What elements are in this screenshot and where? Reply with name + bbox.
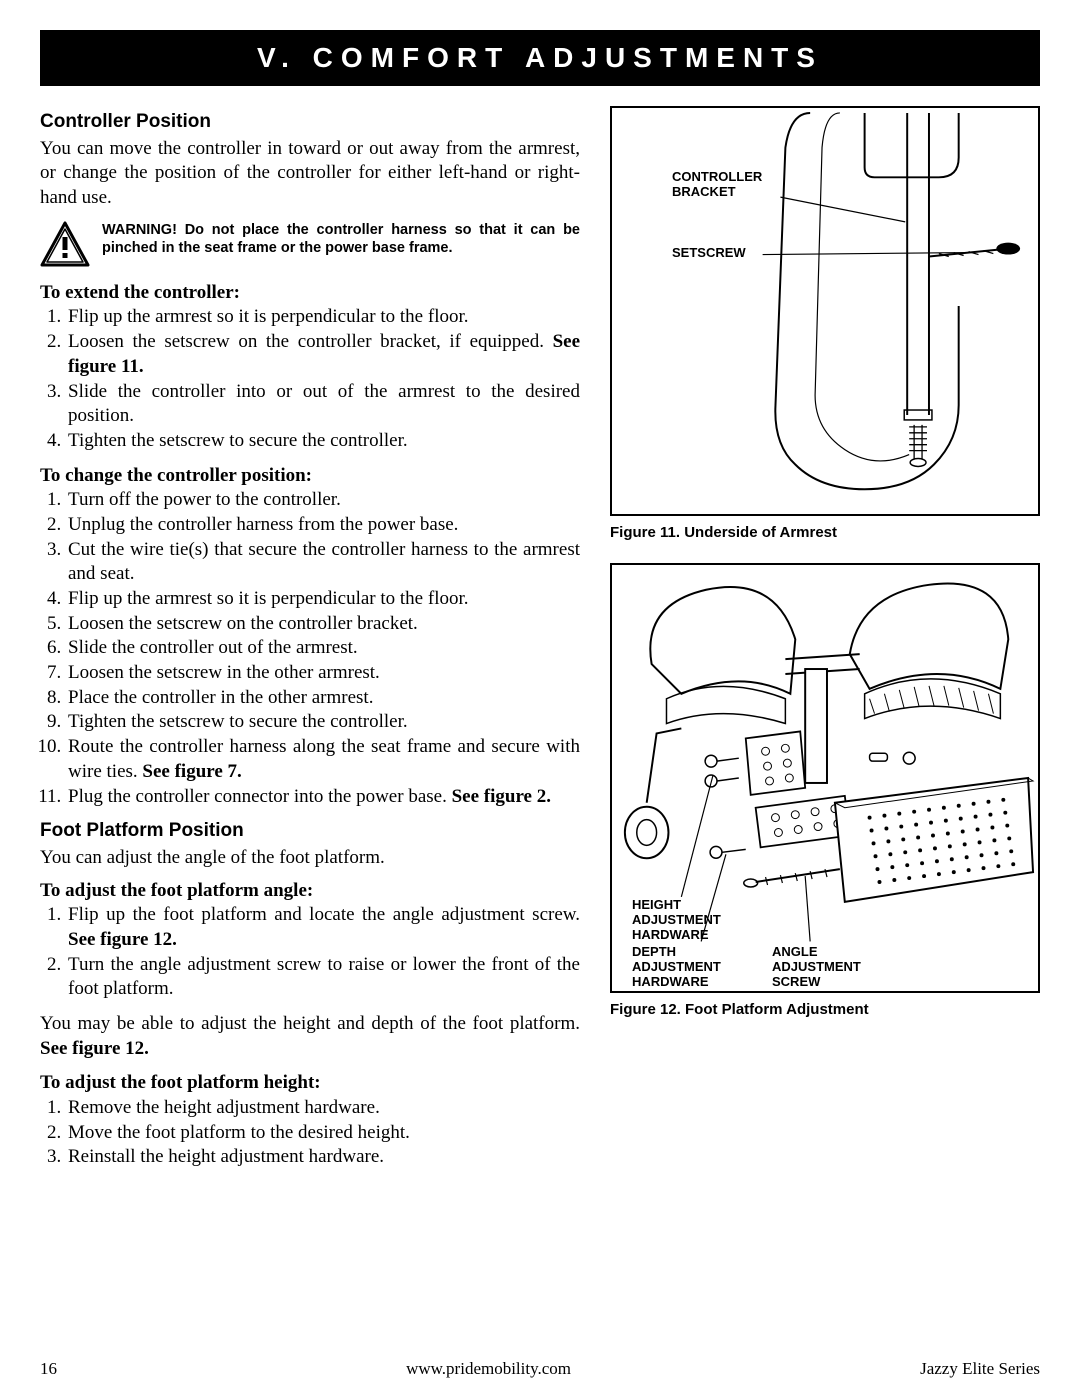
list-item: Flip up the foot platform and locate the… (66, 903, 580, 952)
list-item: Place the controller in the other armres… (66, 686, 580, 711)
warning-icon (40, 221, 90, 267)
list-item: Flip up the armrest so it is perpendicul… (66, 305, 580, 330)
list-item: Turn off the power to the controller. (66, 488, 580, 513)
page-footer: 16 www.pridemobility.com Jazzy Elite Ser… (40, 1359, 1040, 1379)
section-header: V. COMFORT ADJUSTMENTS (40, 30, 1040, 86)
label-depth-hardware: DEPTH ADJUSTMENT HARDWARE (632, 945, 721, 990)
list-item: Move the foot platform to the desired he… (66, 1121, 580, 1146)
footer-series: Jazzy Elite Series (920, 1359, 1040, 1379)
foot-height-intro: You may be able to adjust the height and… (40, 1012, 580, 1061)
foot-angle-steps: Flip up the foot platform and locate the… (40, 903, 580, 1002)
list-item: Plug the controller connector into the p… (66, 785, 580, 810)
right-column: CONTROLLER BRACKET SETSCREW Figure 11. U… (610, 106, 1040, 1180)
foot-platform-title: Foot Platform Position (40, 819, 580, 844)
list-item: Slide the controller into or out of the … (66, 380, 580, 429)
figure-12: HEIGHT ADJUSTMENT HARDWARE DEPTH ADJUSTM… (610, 563, 1040, 993)
list-item: Loosen the setscrew on the controller br… (66, 612, 580, 637)
content-area: Controller Position You can move the con… (40, 106, 1040, 1180)
footer-url: www.pridemobility.com (406, 1359, 571, 1379)
label-angle-screw: ANGLE ADJUSTMENT SCREW (772, 945, 861, 990)
list-item: Reinstall the height adjustment hardware… (66, 1145, 580, 1170)
extend-controller-title: To extend the controller: (40, 281, 580, 306)
left-column: Controller Position You can move the con… (40, 106, 580, 1180)
list-item: Route the controller harness along the s… (66, 735, 580, 784)
label-height-hardware: HEIGHT ADJUSTMENT HARDWARE (632, 898, 721, 943)
list-item: Loosen the setscrew on the controller br… (66, 330, 580, 379)
foot-intro: You can adjust the angle of the foot pla… (40, 846, 580, 871)
change-controller-steps: Turn off the power to the controller. Un… (40, 488, 580, 809)
controller-position-title: Controller Position (40, 110, 580, 135)
label-setscrew: SETSCREW (672, 246, 746, 261)
figure-11: CONTROLLER BRACKET SETSCREW (610, 106, 1040, 516)
list-item: Tighten the setscrew to secure the contr… (66, 710, 580, 735)
figure-11-caption: Figure 11. Underside of Armrest (610, 524, 1040, 541)
extend-controller-steps: Flip up the armrest so it is perpendicul… (40, 305, 580, 453)
list-item: Slide the controller out of the armrest. (66, 636, 580, 661)
warning-text: WARNING! Do not place the controller har… (102, 221, 580, 257)
list-item: Loosen the setscrew in the other armrest… (66, 661, 580, 686)
figure-12-caption: Figure 12. Foot Platform Adjustment (610, 1001, 1040, 1018)
label-controller-bracket: CONTROLLER BRACKET (672, 170, 762, 200)
page-number: 16 (40, 1359, 57, 1379)
list-item: Cut the wire tie(s) that secure the cont… (66, 538, 580, 587)
warning-box: WARNING! Do not place the controller har… (40, 221, 580, 267)
foot-height-title: To adjust the foot platform height: (40, 1071, 580, 1096)
list-item: Turn the angle adjustment screw to raise… (66, 953, 580, 1002)
list-item: Remove the height adjustment hardware. (66, 1096, 580, 1121)
list-item: Unplug the controller harness from the p… (66, 513, 580, 538)
foot-angle-title: To adjust the foot platform angle: (40, 879, 580, 904)
list-item: Tighten the setscrew to secure the contr… (66, 429, 580, 454)
change-controller-title: To change the controller position: (40, 464, 580, 489)
controller-intro: You can move the controller in toward or… (40, 137, 580, 211)
list-item: Flip up the armrest so it is perpendicul… (66, 587, 580, 612)
foot-height-steps: Remove the height adjustment hardware. M… (40, 1096, 580, 1170)
